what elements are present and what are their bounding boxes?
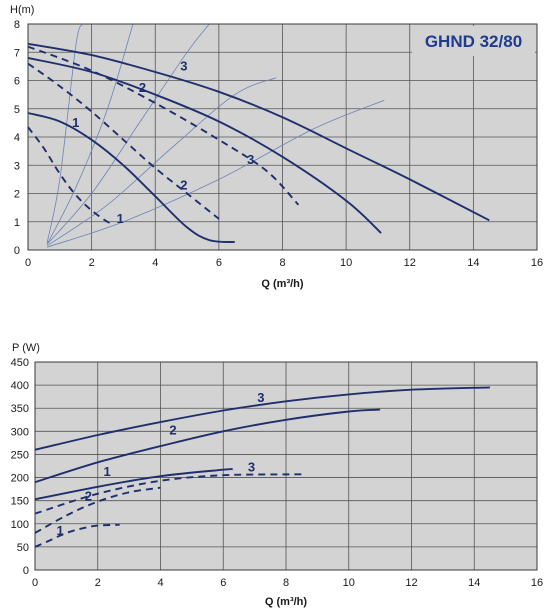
x-tick-label: 10 <box>340 257 352 269</box>
y-tick-label: 400 <box>11 380 29 392</box>
x-tick-label: 0 <box>32 577 38 589</box>
series-solid-1-label: 1 <box>104 464 111 479</box>
x-tick-label: 6 <box>220 577 226 589</box>
x-tick-label: 2 <box>95 577 101 589</box>
system-curve <box>46 99 385 248</box>
system-curve <box>46 23 210 245</box>
series-solid-3-label: 3 <box>257 390 264 405</box>
series-solid-1-line <box>27 112 235 244</box>
series-dashed-3-line <box>34 473 302 515</box>
series-dashed-3-label: 3 <box>248 460 255 475</box>
y-tick-label: 0 <box>14 245 20 257</box>
y-tick-label: 50 <box>17 542 29 554</box>
system-curve <box>46 77 277 247</box>
series-solid-2-line <box>27 56 382 234</box>
series-solid-2-line <box>34 408 381 484</box>
x-tick-label: 0 <box>25 257 31 269</box>
plot-frame <box>27 23 538 251</box>
y-tick-label: 450 <box>11 357 29 369</box>
x-tick-label: 8 <box>283 577 289 589</box>
series-dashed-2-line <box>34 486 161 534</box>
y-tick-label: 100 <box>11 519 29 531</box>
series-solid-2-label: 2 <box>169 423 176 438</box>
x-tick-label: 14 <box>468 577 480 589</box>
x-tick-label: 16 <box>531 257 543 269</box>
y-tick-label: 2 <box>14 189 20 201</box>
x-tick-label: 12 <box>405 577 417 589</box>
y-tick-label: 350 <box>11 403 29 415</box>
series-dashed-3-label: 3 <box>247 152 254 167</box>
x-tick-label: 6 <box>216 257 222 269</box>
y-tick-label: 0 <box>23 565 29 577</box>
series-solid-3-label: 3 <box>180 59 187 74</box>
series-solid-2-label: 2 <box>139 80 146 95</box>
series-dashed-2-line <box>27 62 220 220</box>
y-tick-label: 1 <box>14 217 20 229</box>
x-tick-label: 2 <box>89 257 95 269</box>
series-dashed-1-label: 1 <box>117 211 124 226</box>
x-tick-label: 8 <box>279 257 285 269</box>
y-tick-label: 200 <box>11 473 29 485</box>
x-tick-label: 4 <box>157 577 163 589</box>
x-tick-label: 4 <box>152 257 158 269</box>
y-axis-label: H(m) <box>10 4 34 16</box>
y-tick-label: 300 <box>11 426 29 438</box>
y-tick-label: 5 <box>14 104 20 116</box>
series-dashed-3-line <box>27 45 300 206</box>
series-solid-3-line <box>34 386 490 451</box>
y-tick-label: 4 <box>14 132 20 144</box>
y-tick-label: 7 <box>14 47 20 59</box>
x-tick-label: 12 <box>404 257 416 269</box>
series-dashed-1-line <box>27 126 115 225</box>
x-tick-label: 10 <box>343 577 355 589</box>
x-axis-label: Q (m³/h) <box>265 596 307 608</box>
y-tick-label: 250 <box>11 449 29 461</box>
x-tick-label: 14 <box>467 257 479 269</box>
x-axis-label: Q (m³/h) <box>261 278 303 290</box>
y-tick-label: 150 <box>11 496 29 508</box>
title-box <box>412 26 535 56</box>
series-solid-3-line <box>27 42 490 222</box>
y-axis-label: P (W) <box>12 342 40 354</box>
series-dashed-1-line <box>34 523 120 548</box>
chart-title: GHND 32/80 <box>425 32 522 51</box>
plot-frame <box>34 361 538 571</box>
series-dashed-2-label: 2 <box>180 177 187 192</box>
series-solid-1-label: 1 <box>72 115 79 130</box>
x-tick-label: 16 <box>531 577 543 589</box>
y-tick-label: 6 <box>14 76 20 88</box>
series-dashed-2-label: 2 <box>85 489 92 504</box>
y-tick-label: 8 <box>14 19 20 31</box>
series-dashed-1-label: 1 <box>56 523 63 538</box>
system-curve <box>46 23 83 243</box>
series-solid-1-line <box>34 468 234 501</box>
y-tick-label: 3 <box>14 160 20 172</box>
